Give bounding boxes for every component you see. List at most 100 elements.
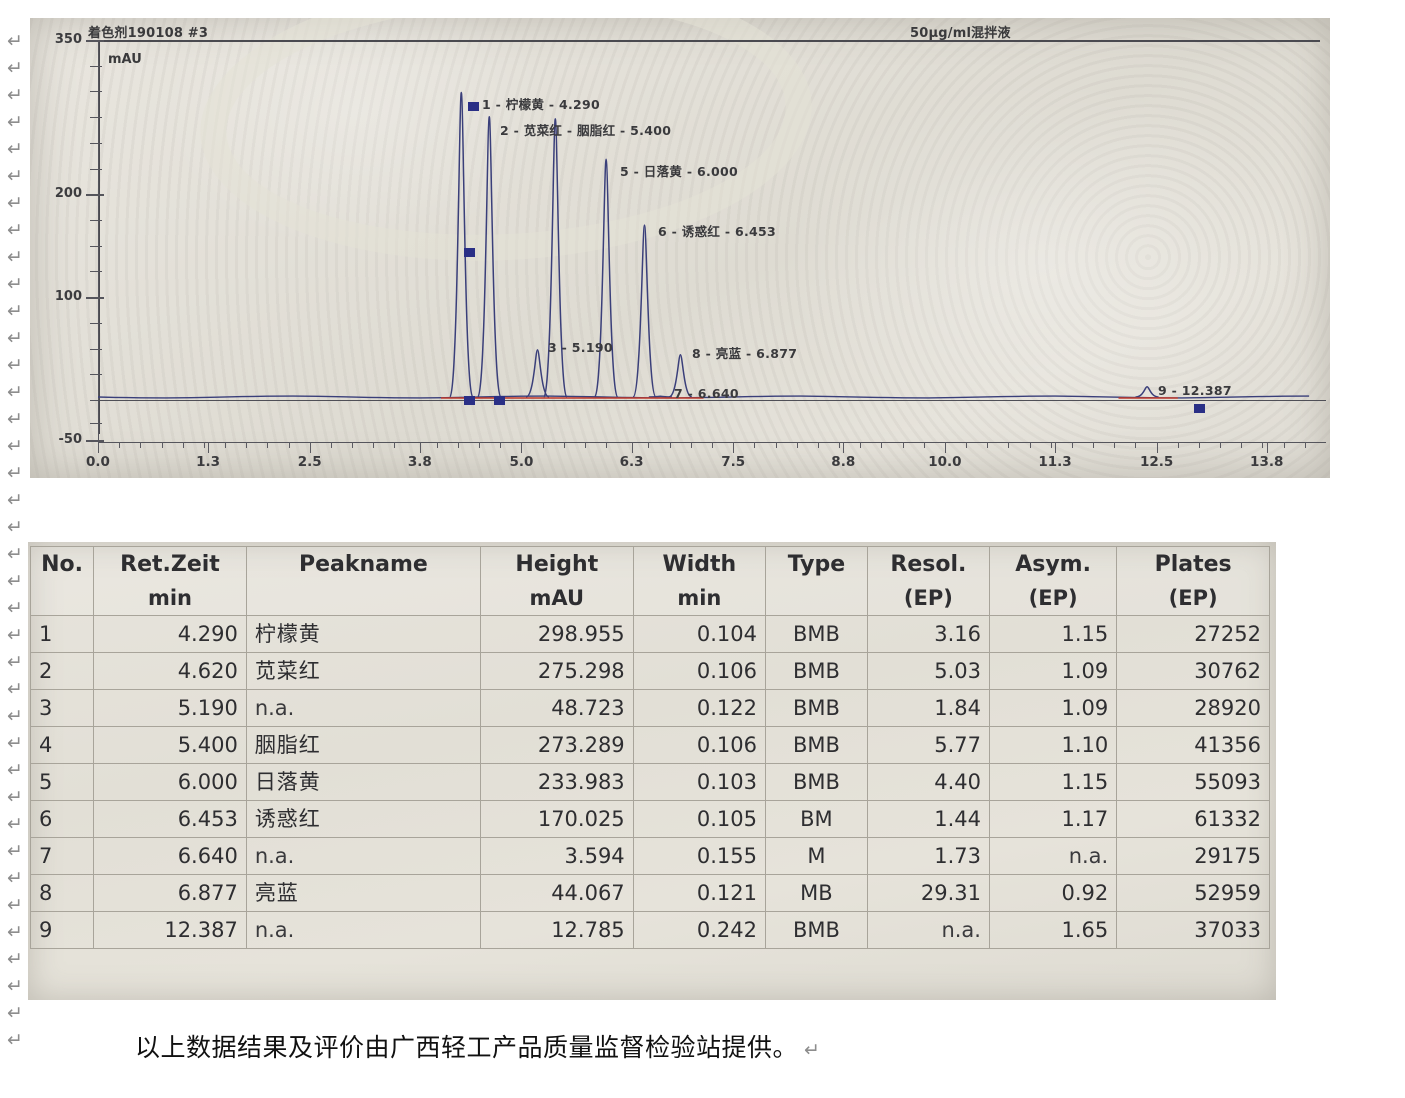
cell-peakname: 诱惑红 [245,800,481,838]
x-axis-minor-tick [690,442,692,448]
cell-asym: 1.17 [988,800,1118,838]
cell-height: 298.955 [479,615,634,653]
paragraph-mark: ↵ [7,84,23,106]
peak-trace [543,118,568,398]
cell-plates: 55093 [1116,763,1270,801]
chromatogram-trace [97,91,1310,399]
paragraph-mark: ↵ [7,948,23,970]
paragraph-mark: ↵ [7,624,23,646]
x-axis-minor-tick [1262,442,1264,448]
peak-annotation-label: 7 - 6.640 [674,386,739,401]
cell-ret-zeit: 6.640 [93,837,247,875]
paragraph-mark: ↵ [7,219,23,241]
x-axis-minor-tick [669,442,671,448]
paragraph-mark: ↵ [7,246,23,268]
paragraph-mark: ↵ [7,1002,23,1024]
peak-annotation-label: 5 - 日落黄 - 6.000 [620,164,739,179]
peak-annotation-label: 6 - 诱惑红 - 6.453 [658,224,777,239]
paragraph-mark: ↵ [7,1029,23,1051]
peak-trace [1135,386,1159,398]
x-axis-minor-tick [267,442,269,448]
x-axis-minor-tick [648,442,650,448]
cell-type: BMB [765,689,868,727]
cell-width: 0.104 [632,615,767,653]
paragraph-mark: ↵ [7,840,23,862]
x-axis-tick-label: 3.8 [407,454,432,470]
x-axis-minor-tick [500,442,502,448]
table-header-row-unit: min mAU min (EP) (EP) (EP) [29,582,1270,616]
cell-peakname: n.a. [245,911,481,949]
cell-height: 233.983 [479,763,634,801]
y-axis-minor-tick [90,91,102,93]
cell-plates: 52959 [1116,874,1270,912]
x-axis-tick [843,442,845,453]
y-axis-minor-tick [90,271,102,273]
y-axis-tick [86,440,104,442]
x-axis-minor-tick [1198,442,1200,448]
peak-annotation-label: 2 - 苋菜红 - 胭脂红 - 5.400 [500,123,672,138]
cell-asym: 1.65 [988,911,1118,949]
x-axis-tick-label: 10.0 [928,454,962,470]
cell-peakname: 苋菜红 [245,652,481,690]
y-axis-minor-tick [90,65,102,67]
cell-no: 8 [29,874,95,912]
cell-no: 3 [29,689,95,727]
x-axis-tick [1054,442,1056,453]
x-axis-tick-label: 2.5 [297,454,322,470]
table-row: 8 6.877 亮蓝 44.067 0.121 MB 29.31 0.92 52959 [29,874,1270,912]
peak-trace [449,91,474,398]
cell-plates: 61332 [1116,800,1270,838]
x-axis-minor-tick [1114,442,1116,448]
paragraph-mark: ↵ [7,30,23,52]
x-axis-minor-tick [1093,442,1095,448]
paragraph-mark: ↵ [7,111,23,133]
peak-results-table: No. Ret.Zeit Peakname Height Width Type Resol.… [29,546,1270,949]
y-axis-tick [86,40,104,42]
paragraph-mark-column: ↵ ↵ ↵ ↵ ↵ ↵ ↵ ↵ ↵ ↵ ↵ ↵ ↵ ↵ ↵ ↵ ↵ ↵ ↵ ↵ ↵ ↵ ↵ ↵ ↵ ↵ ↵ ↵ ↵ ↵ ↵ ↵ ↵ ↵ ↵ ↵ ↵ ↵ [0,0,30,1098]
x-axis-minor-tick [817,442,819,448]
column-unit-width: min [632,582,767,616]
y-axis-minor-tick [90,348,102,350]
x-axis-tick [944,442,946,453]
paragraph-mark: ↵ [7,435,23,457]
x-axis-minor-tick [987,442,989,448]
cell-width: 0.242 [632,911,767,949]
cell-ret-zeit: 12.387 [93,911,247,949]
x-axis-minor-tick [352,442,354,448]
cell-width: 0.121 [632,874,767,912]
cell-ret-zeit: 6.453 [93,800,247,838]
x-axis-minor-tick [182,442,184,448]
column-header-resol: Resol. [866,546,990,582]
x-axis-tick-label: 7.5 [721,454,746,470]
y-axis-tick-label: 350 [54,32,82,47]
y-axis-minor-tick [90,245,102,247]
cell-resol: 5.77 [866,726,990,764]
cell-asym: 0.92 [988,874,1118,912]
cell-peakname: 日落黄 [245,763,481,801]
column-unit-resol: (EP) [866,582,990,616]
paragraph-mark: ↵ [7,570,23,592]
x-axis-minor-tick [394,442,396,448]
x-axis-tick [309,442,311,453]
x-axis-tick-label: 12.5 [1139,454,1174,470]
paragraph-mark: ↵ [7,138,23,160]
paragraph-mark: ↵ [804,1039,821,1061]
x-axis-minor-tick [436,442,438,448]
x-axis-minor-tick [606,442,608,448]
cell-resol: 3.16 [866,615,990,653]
paragraph-mark: ↵ [7,408,23,430]
paragraph-mark: ↵ [7,543,23,565]
y-axis-tick-label: -50 [58,432,83,447]
paragraph-mark: ↵ [7,300,23,322]
paragraph-mark: ↵ [7,786,23,808]
table-row: 2 4.620 苋菜红 275.298 0.106 BMB 5.03 1.09 30762 [29,652,1270,690]
x-axis-minor-tick [966,442,968,448]
x-axis-tick-label: 6.3 [619,454,644,470]
column-header-plates: Plates [1116,546,1270,582]
caption-text: 以上数据结果及评价由广西轻工产品质量监督检验站提供。 [135,1033,799,1062]
x-axis-minor-tick [246,442,248,448]
paragraph-mark: ↵ [7,57,23,79]
cell-width: 0.106 [632,726,767,764]
column-unit-type [765,582,868,616]
cell-height: 44.067 [479,874,634,912]
